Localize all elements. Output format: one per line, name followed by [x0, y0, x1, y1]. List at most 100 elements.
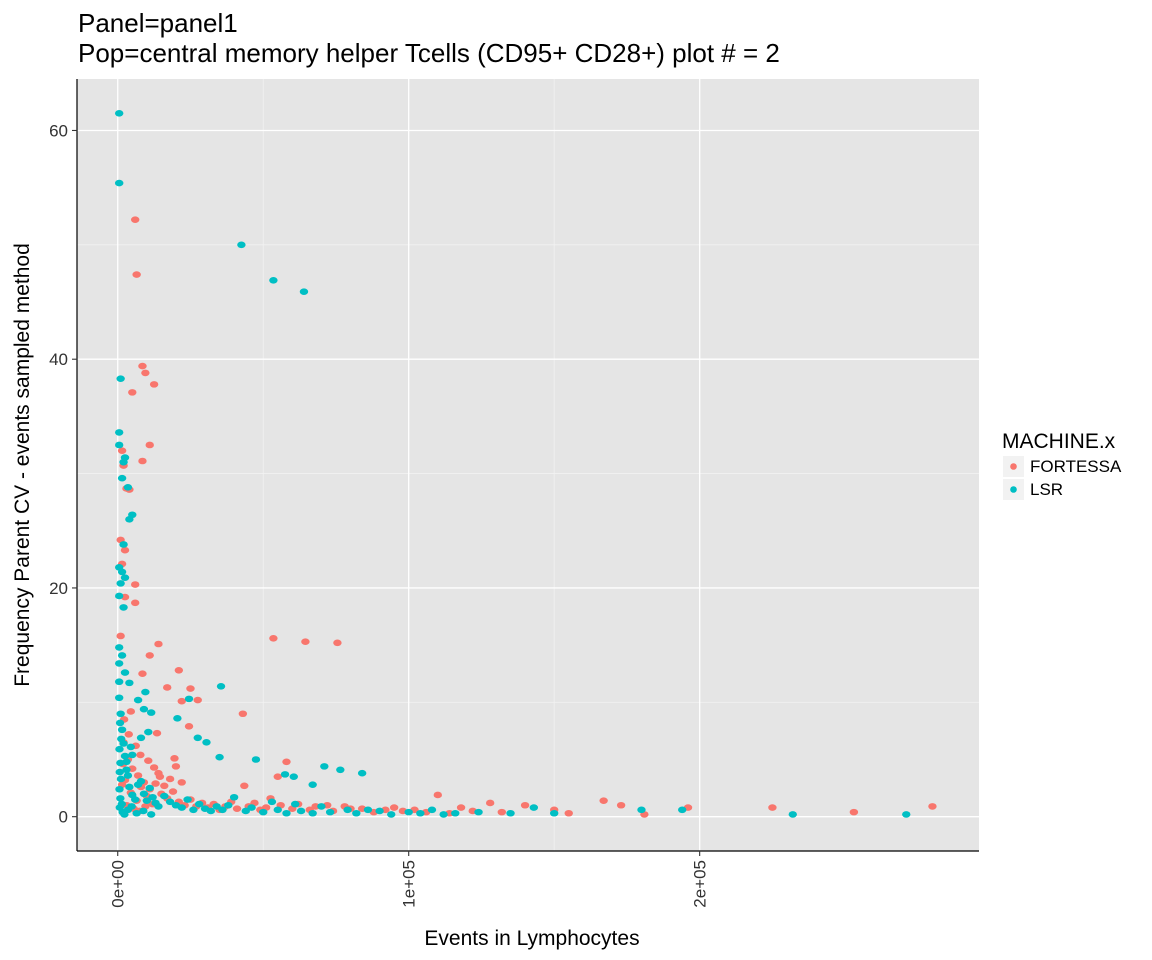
- data-point-fortessa: [120, 546, 130, 554]
- data-point-fortessa: [155, 773, 165, 780]
- legend-title: MACHINE.x: [1002, 430, 1116, 453]
- data-point-lsr: [320, 763, 329, 770]
- chart-title-line1: Panel=panel1: [78, 8, 238, 38]
- data-point-lsr: [114, 694, 124, 702]
- data-point-lsr: [119, 541, 128, 548]
- data-point-lsr: [120, 574, 130, 581]
- data-point-fortessa: [117, 447, 127, 455]
- data-point-lsr: [218, 806, 227, 814]
- data-point-lsr: [173, 715, 182, 722]
- data-point-lsr: [136, 777, 146, 785]
- data-point-fortessa: [138, 362, 147, 370]
- data-point-lsr: [177, 804, 186, 811]
- data-point-fortessa: [174, 666, 184, 674]
- y-axis-title: Frequency Parent CV - events sampled met…: [11, 243, 34, 687]
- data-point-fortessa: [177, 697, 186, 705]
- x-tick-label: 0e+00: [109, 860, 128, 908]
- data-point-lsr: [343, 806, 352, 814]
- data-point-lsr: [237, 241, 246, 249]
- data-point-lsr: [215, 753, 224, 761]
- data-point-lsr: [120, 752, 130, 760]
- data-point-lsr: [247, 804, 256, 811]
- data-point-lsr: [375, 807, 384, 815]
- data-point-lsr: [115, 785, 124, 793]
- data-point-lsr: [123, 772, 133, 779]
- data-point-lsr: [296, 807, 306, 815]
- data-point-fortessa: [333, 639, 342, 647]
- legend-key-point: [1010, 463, 1017, 470]
- data-point-lsr: [788, 811, 797, 818]
- data-point-fortessa: [301, 638, 310, 646]
- data-point-lsr: [241, 807, 250, 815]
- data-point-lsr: [224, 801, 233, 809]
- data-point-lsr: [269, 276, 278, 284]
- data-point-fortessa: [171, 763, 181, 770]
- y-tick-label: 20: [49, 579, 68, 598]
- data-point-lsr: [212, 803, 221, 810]
- data-point-fortessa: [433, 791, 442, 799]
- data-point-lsr: [160, 792, 169, 800]
- data-point-fortessa: [116, 632, 125, 640]
- data-point-lsr: [139, 705, 149, 713]
- data-point-lsr: [114, 592, 124, 600]
- legend-key-point: [1010, 486, 1017, 493]
- data-point-fortessa: [170, 755, 179, 762]
- data-point-lsr: [119, 458, 128, 466]
- data-point-lsr: [416, 809, 425, 817]
- data-point-lsr: [202, 739, 211, 746]
- data-point-lsr: [136, 734, 146, 742]
- data-point-fortessa: [768, 804, 777, 811]
- data-point-fortessa: [564, 809, 573, 817]
- data-point-lsr: [114, 660, 124, 667]
- data-point-lsr: [116, 795, 125, 802]
- data-point-fortessa: [152, 729, 162, 737]
- data-point-lsr: [146, 811, 156, 818]
- data-point-fortessa: [497, 808, 507, 816]
- data-point-lsr: [474, 808, 483, 816]
- data-point-lsr: [267, 798, 277, 806]
- data-point-lsr: [125, 516, 134, 523]
- legend: MACHINE.x FORTESSA LSR: [1002, 430, 1122, 500]
- y-tick-label: 60: [49, 121, 68, 140]
- data-point-fortessa: [130, 216, 140, 223]
- data-point-fortessa: [238, 710, 248, 718]
- data-point-fortessa: [130, 581, 140, 588]
- data-point-fortessa: [141, 369, 150, 377]
- data-point-lsr: [142, 797, 152, 804]
- data-point-lsr: [549, 809, 559, 817]
- data-point-lsr: [357, 769, 367, 777]
- data-point-lsr: [259, 808, 268, 816]
- data-point-fortessa: [232, 805, 242, 812]
- data-point-lsr: [114, 429, 124, 436]
- data-point-lsr: [119, 604, 128, 611]
- data-point-lsr: [154, 803, 163, 810]
- data-point-lsr: [273, 806, 282, 814]
- data-point-fortessa: [149, 381, 159, 388]
- data-point-lsr: [193, 734, 202, 742]
- plot-panel: [77, 79, 979, 851]
- data-point-lsr: [116, 710, 125, 718]
- data-point-fortessa: [138, 670, 147, 678]
- data-point-fortessa: [273, 773, 282, 780]
- data-point-lsr: [122, 766, 131, 774]
- data-point-lsr: [282, 809, 291, 817]
- data-point-lsr: [133, 696, 143, 704]
- data-point-lsr: [117, 652, 127, 659]
- data-point-lsr: [325, 808, 335, 816]
- data-point-fortessa: [928, 803, 937, 810]
- data-point-lsr: [116, 759, 125, 767]
- data-point-fortessa: [599, 797, 608, 804]
- data-point-fortessa: [151, 780, 160, 787]
- data-point-lsr: [336, 766, 345, 774]
- data-point-fortessa: [282, 758, 291, 766]
- y-tick-label: 0: [59, 808, 68, 827]
- data-point-fortessa: [168, 788, 178, 795]
- data-point-fortessa: [132, 271, 141, 278]
- data-point-fortessa: [240, 782, 249, 790]
- data-point-lsr: [115, 719, 125, 727]
- data-point-lsr: [114, 110, 124, 117]
- data-point-lsr: [114, 678, 124, 686]
- data-point-lsr: [123, 484, 133, 491]
- data-point-lsr: [139, 807, 148, 815]
- data-point-lsr: [114, 179, 124, 187]
